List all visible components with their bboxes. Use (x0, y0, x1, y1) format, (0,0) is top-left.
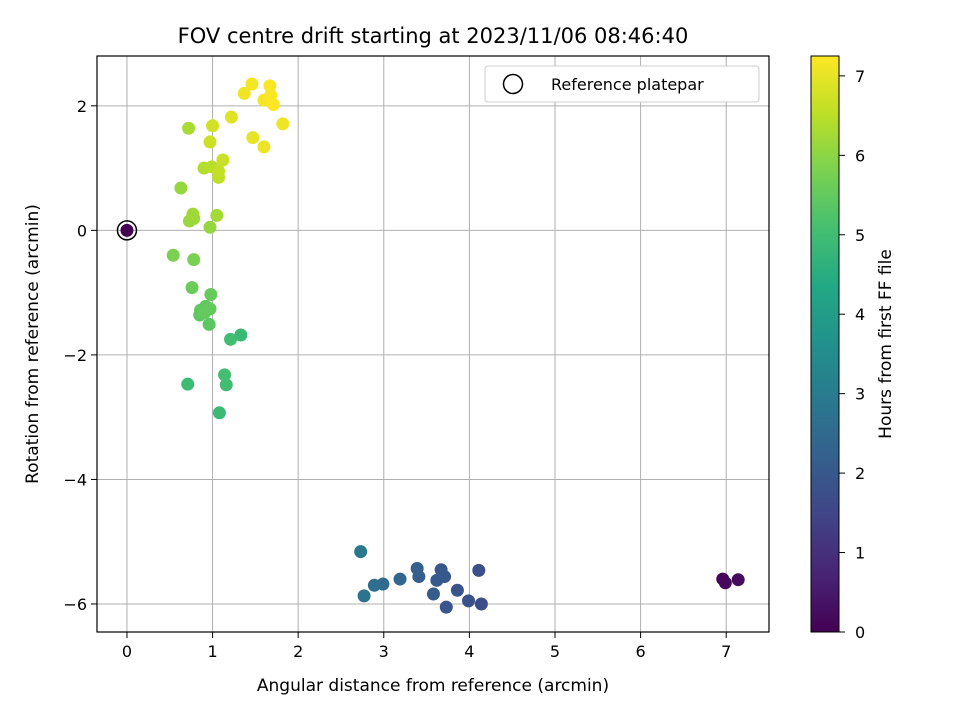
data-point (203, 220, 217, 234)
data-point (224, 332, 238, 346)
data-point (731, 573, 745, 587)
data-point (410, 561, 424, 575)
y-tick-label: −4 (63, 470, 87, 489)
data-point (354, 545, 368, 559)
legend-label: Reference platepar (551, 75, 704, 94)
reference-platepar-marker (116, 220, 138, 241)
data-point (430, 573, 444, 587)
y-tick-label: −2 (63, 346, 87, 365)
colorbar-tick-label: 3 (855, 385, 865, 404)
plot-area-frame (96, 55, 770, 633)
data-point (246, 131, 260, 145)
data-point (120, 223, 134, 237)
data-point (450, 583, 464, 597)
colorbar-tick-label: 7 (855, 67, 865, 86)
data-point (234, 328, 248, 342)
x-tick-label: 7 (721, 642, 731, 661)
x-tick-label: 1 (207, 642, 217, 661)
legend-box (484, 65, 760, 103)
data-point (266, 98, 280, 112)
data-point (472, 563, 486, 577)
data-point (718, 576, 732, 590)
data-point (187, 253, 201, 267)
colorbar: 0 1 2 3 4 5 6 7 Hours from first FF file (810, 55, 896, 642)
data-points (116, 77, 745, 614)
y-tick-label: −6 (63, 595, 87, 614)
colorbar-tick-label: 4 (855, 305, 865, 324)
data-point (218, 368, 232, 382)
data-point (393, 572, 407, 586)
y-tick-label: 2 (77, 97, 87, 116)
y-axis-ticks: 2 0 −2 −4 −6 (63, 97, 97, 614)
colorbar-tick-label: 1 (855, 544, 865, 563)
data-point (357, 589, 371, 603)
legend: Reference platepar (484, 65, 760, 103)
data-point (186, 207, 200, 221)
colorbar-ticks: 0 1 2 3 4 5 6 7 (839, 67, 865, 642)
data-point (182, 121, 196, 135)
data-point (237, 86, 251, 100)
x-tick-label: 3 (379, 642, 389, 661)
data-point (166, 248, 180, 262)
data-point (212, 406, 226, 420)
data-point (219, 378, 233, 392)
data-point (263, 79, 277, 93)
x-axis-ticks: 0 1 2 3 4 5 6 7 (122, 632, 731, 661)
data-point (224, 110, 238, 124)
colorbar-tick-label: 5 (855, 226, 865, 245)
data-point (462, 594, 476, 608)
data-point (210, 208, 224, 222)
data-point (174, 181, 188, 195)
y-tick-label: 0 (77, 221, 87, 240)
data-point (206, 119, 220, 133)
data-point (198, 306, 212, 320)
data-point (257, 140, 271, 154)
data-point (367, 578, 381, 592)
data-point (202, 317, 216, 331)
data-point (439, 600, 453, 614)
chart-title: FOV centre drift starting at 2023/11/06 … (178, 24, 689, 48)
colorbar-gradient (810, 55, 840, 633)
data-point (474, 597, 488, 611)
y-axis-label: Rotation from reference (arcmin) (23, 204, 43, 484)
x-tick-label: 6 (635, 642, 645, 661)
colorbar-tick-label: 6 (855, 146, 865, 165)
data-point (434, 563, 448, 577)
x-axis-label: Angular distance from reference (arcmin) (257, 676, 609, 696)
x-tick-label: 0 (122, 642, 132, 661)
colorbar-tick-label: 2 (855, 464, 865, 483)
x-tick-label: 4 (464, 642, 474, 661)
x-tick-label: 5 (550, 642, 560, 661)
data-point (245, 77, 259, 91)
grid-lines (97, 56, 769, 632)
data-point (204, 287, 218, 301)
data-point (276, 117, 290, 131)
data-point (203, 135, 217, 149)
colorbar-tick-label: 0 (855, 623, 865, 642)
x-tick-label: 2 (293, 642, 303, 661)
colorbar-label: Hours from first FF file (876, 249, 896, 439)
data-point (216, 153, 230, 167)
data-point (181, 377, 195, 391)
data-point (185, 281, 199, 295)
data-point (212, 164, 226, 178)
data-point (426, 587, 440, 601)
legend-marker-circle-icon (502, 73, 524, 95)
